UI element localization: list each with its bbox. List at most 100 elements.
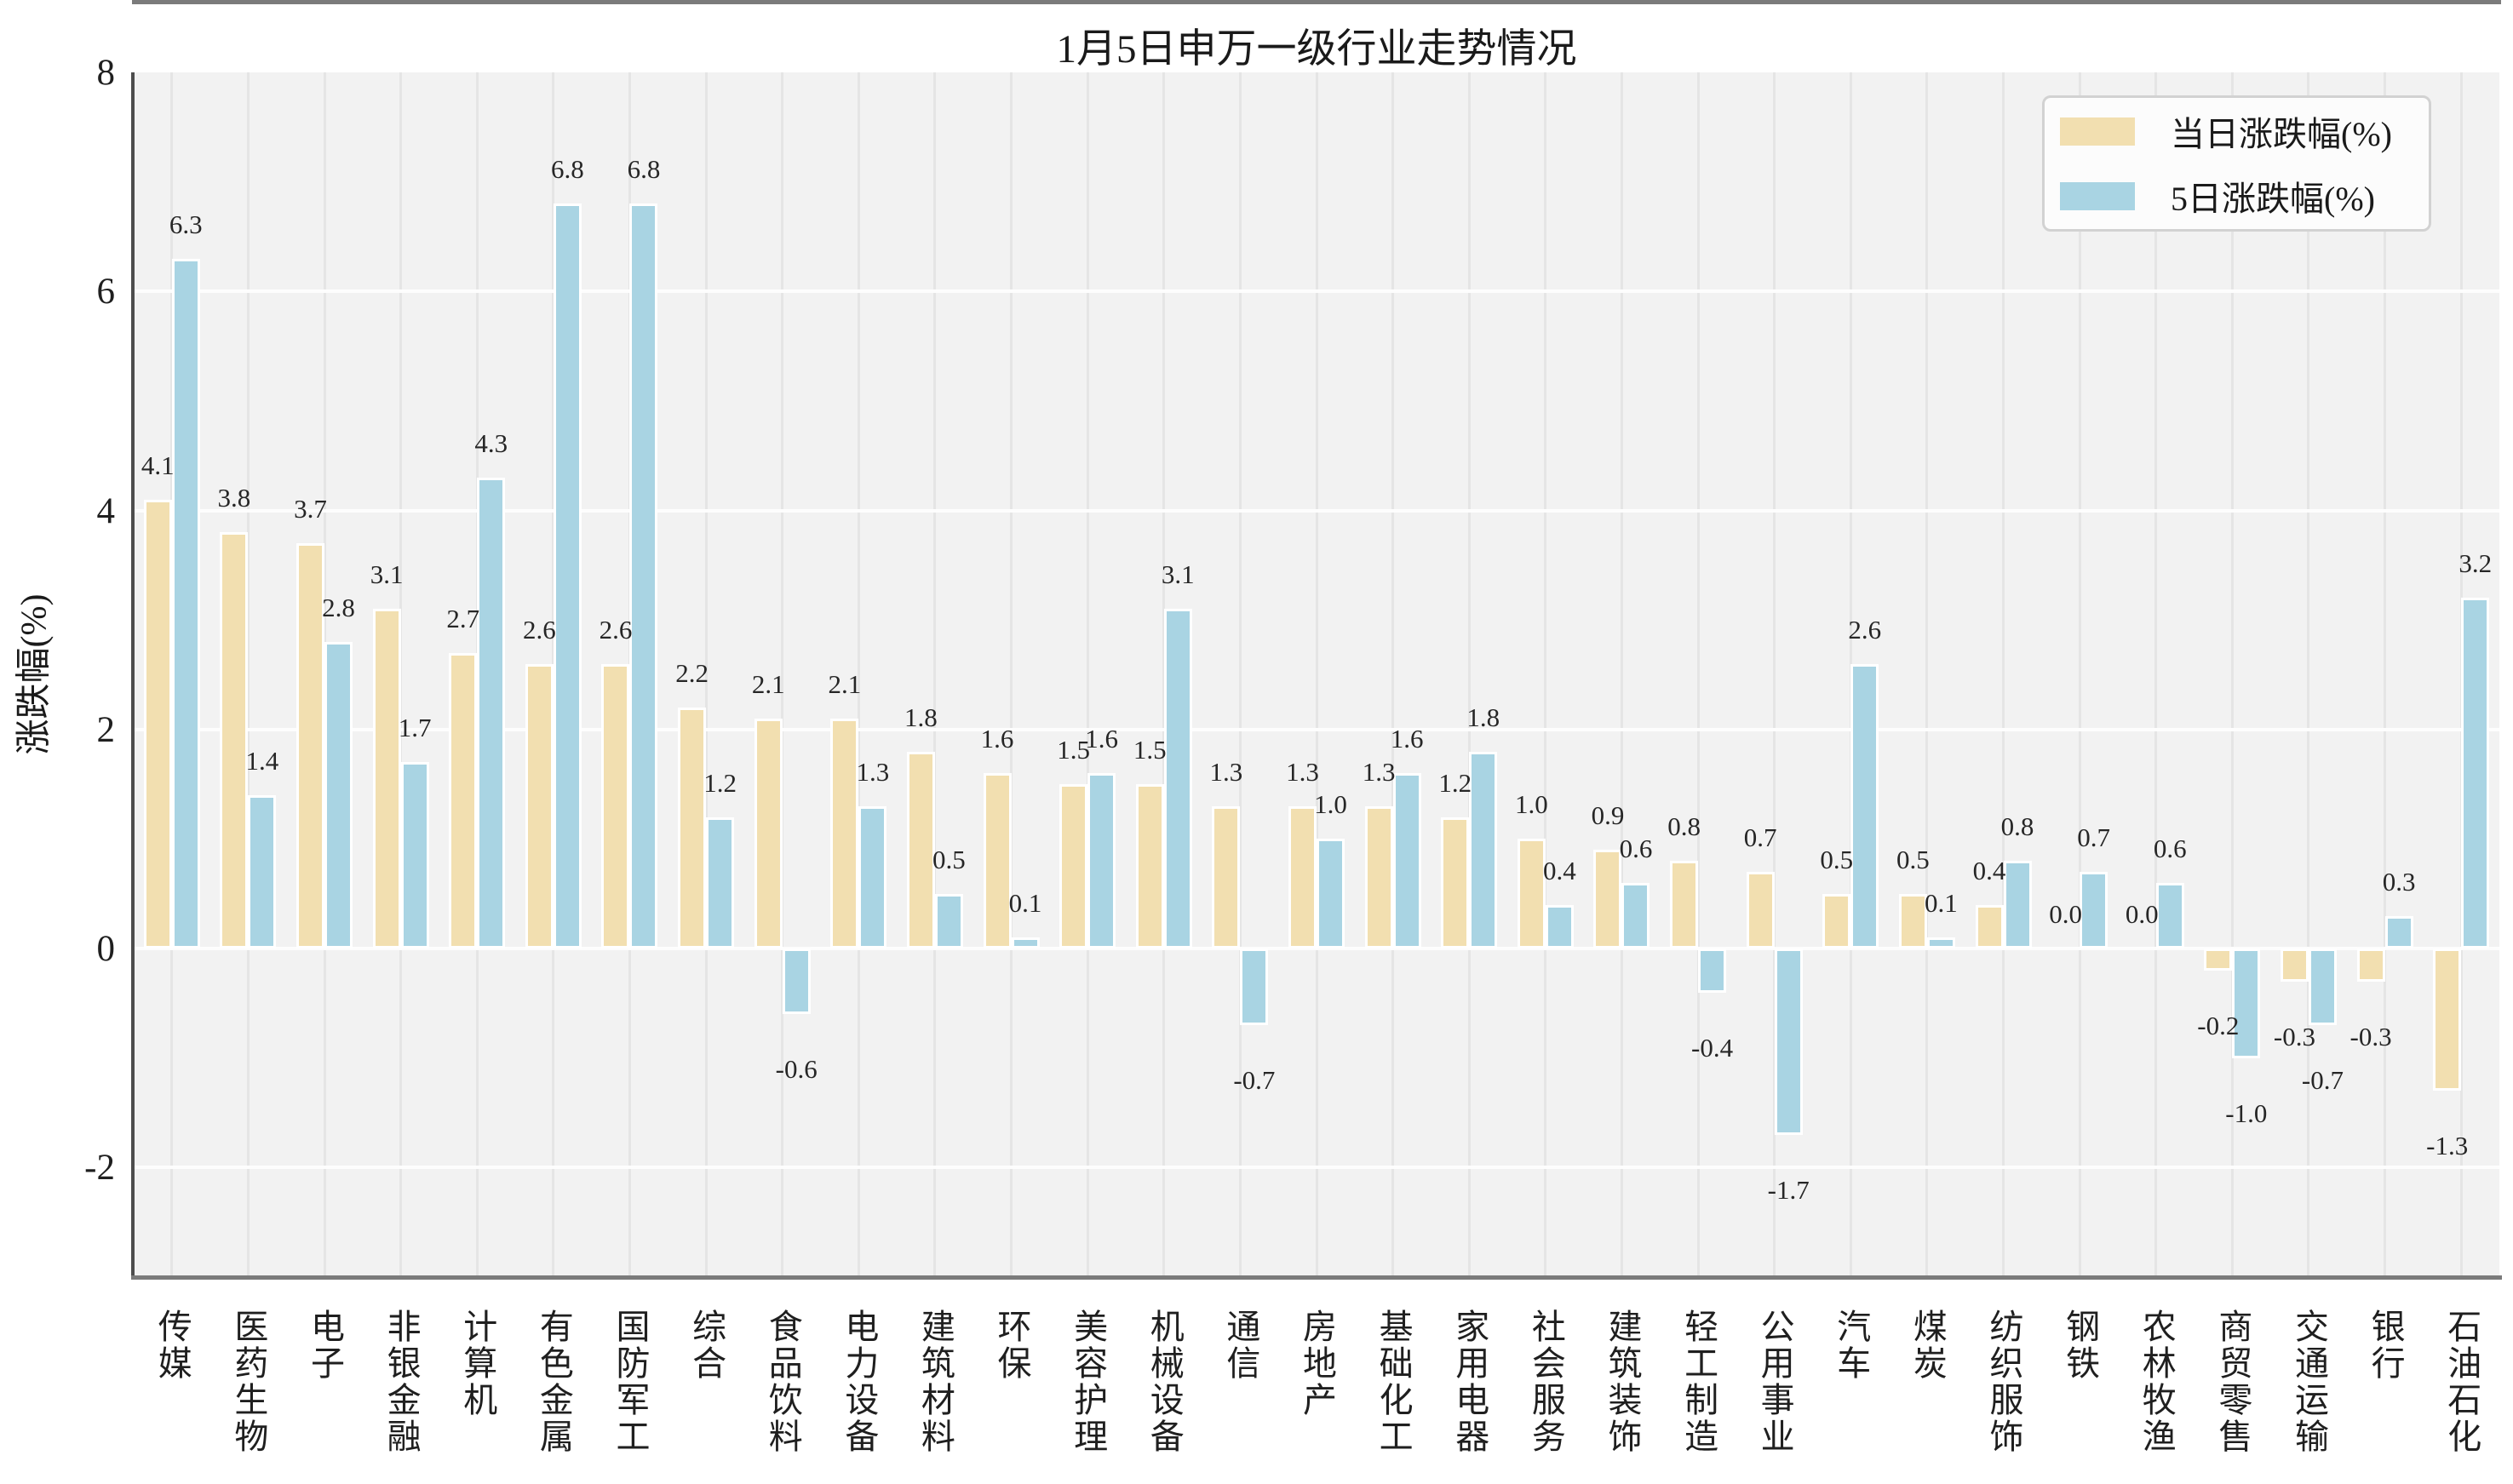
five-day-change-bar <box>1621 882 1650 949</box>
horizontal-gridline <box>134 727 2499 731</box>
x-tick-label: 轻工制造 <box>1679 1309 1718 1455</box>
bar-value-label: 3.1 <box>370 559 404 590</box>
bar-value-label: -0.4 <box>1691 1032 1734 1063</box>
five-day-change-bar <box>400 762 429 949</box>
five-day-change-bar <box>248 795 277 949</box>
daily-change-bar <box>1898 893 1927 949</box>
vertical-gridline <box>1315 72 1318 1277</box>
y-tick-label: 6 <box>96 272 116 312</box>
x-tick-label: 电子 <box>306 1309 345 1382</box>
horizontal-gridline <box>134 289 2499 294</box>
five-day-change-bar <box>1545 904 1574 949</box>
horizontal-gridline <box>134 1166 2499 1170</box>
daily-change-bar <box>983 773 1012 949</box>
legend-swatch-daily <box>2060 117 2135 146</box>
bar-value-label: 1.2 <box>703 767 737 798</box>
bar-value-label: 1.6 <box>980 724 1014 754</box>
vertical-gridline <box>2002 72 2005 1277</box>
five-day-change-bar <box>2308 948 2337 1026</box>
x-tick-label: 食品饮料 <box>763 1309 802 1455</box>
vertical-gridline <box>781 72 784 1277</box>
vertical-gridline <box>704 72 708 1277</box>
five-day-change-bar <box>477 477 506 949</box>
five-day-change-bar <box>706 816 735 949</box>
vertical-gridline <box>2230 72 2234 1277</box>
bar-value-label: 0.5 <box>932 844 966 874</box>
vertical-gridline <box>2154 72 2158 1277</box>
y-axis-spine <box>131 72 135 1280</box>
bar-value-label: 1.4 <box>245 746 279 776</box>
daily-change-bar <box>1441 816 1470 949</box>
x-tick-label: 机械设备 <box>1145 1309 1184 1455</box>
vertical-gridline <box>933 72 937 1277</box>
five-day-change-bar <box>2384 915 2413 949</box>
bar-value-label: 4.3 <box>474 427 508 458</box>
five-day-change-bar <box>858 805 887 949</box>
vertical-gridline <box>1467 72 1471 1277</box>
five-day-change-bar <box>2080 872 2109 949</box>
five-day-change-bar <box>1317 839 1345 949</box>
bar-value-label: 0.7 <box>2077 822 2110 853</box>
five-day-change-bar <box>1926 937 1955 949</box>
x-tick-label: 传媒 <box>152 1309 192 1382</box>
bar-value-label: -0.7 <box>1233 1065 1276 1096</box>
vertical-gridline <box>2384 72 2387 1277</box>
bar-value-label: 0.3 <box>2382 866 2416 897</box>
chart-title: 1月5日申万一级行业走势情况 <box>1056 27 1577 72</box>
daily-change-bar <box>1670 861 1699 949</box>
legend: 当日涨跌幅(%) 5日涨跌幅(%) <box>2042 95 2431 232</box>
bar-value-label: 0.1 <box>1925 888 1958 919</box>
bar-value-label: -0.3 <box>2349 1021 2392 1051</box>
bar-value-label: 2.1 <box>828 668 862 699</box>
bar-value-label: 1.7 <box>398 713 432 743</box>
daily-change-bar <box>296 543 325 949</box>
daily-change-bar <box>1822 893 1851 949</box>
daily-change-bar <box>372 609 401 949</box>
bar-value-label: -1.7 <box>1767 1174 1810 1205</box>
bar-value-label: 1.8 <box>1466 702 1500 732</box>
bar-value-label: 1.3 <box>856 756 890 787</box>
five-day-change-bar <box>1469 751 1498 949</box>
x-tick-label: 公用事业 <box>1755 1309 1794 1455</box>
bar-value-label: 0.4 <box>1542 855 1576 885</box>
x-tick-label: 纺织服饰 <box>1984 1309 2023 1455</box>
bar-value-label: 1.3 <box>1286 756 1319 787</box>
bar-value-label: 0.5 <box>1820 844 1854 874</box>
bar-value-label: 1.3 <box>1362 756 1396 787</box>
horizontal-gridline <box>134 947 2499 951</box>
bar-value-label: 2.1 <box>751 668 785 699</box>
y-tick-label: -2 <box>84 1148 115 1189</box>
x-tick-label: 汽车 <box>1832 1309 1871 1382</box>
bar-value-label: 2.6 <box>522 614 556 645</box>
vertical-gridline <box>246 72 250 1277</box>
bar-value-label: 0.5 <box>1896 844 1930 874</box>
bar-value-label: 0.6 <box>2153 833 2187 863</box>
bar-value-label: 2.6 <box>599 614 633 645</box>
daily-change-bar <box>220 532 249 949</box>
daily-change-bar <box>601 663 630 949</box>
bar-value-label: -0.3 <box>2273 1021 2315 1051</box>
bar-value-label: 1.0 <box>1314 789 1347 820</box>
bar-value-label: 1.8 <box>904 702 938 732</box>
five-day-change-bar <box>2461 598 2490 949</box>
x-axis-spine <box>131 1275 2502 1280</box>
bar-value-label: 1.5 <box>1057 735 1091 765</box>
bar-value-label: 3.2 <box>2458 548 2493 579</box>
five-day-change-bar <box>1087 773 1116 949</box>
y-tick-label: 0 <box>96 929 116 970</box>
five-day-change-bar <box>1163 609 1192 949</box>
y-tick-label: 2 <box>96 709 116 750</box>
bar-value-label: 2.7 <box>446 603 480 633</box>
x-tick-label: 美容护理 <box>1069 1309 1108 1455</box>
five-day-change-bar <box>1698 948 1727 993</box>
five-day-change-bar <box>171 258 200 949</box>
five-day-change-bar <box>1011 937 1040 949</box>
x-tick-label: 电力设备 <box>840 1309 879 1455</box>
bar-value-label: 3.1 <box>1161 559 1195 590</box>
bar-value-label: 0.0 <box>2125 899 2159 930</box>
daily-change-bar <box>1364 805 1393 949</box>
bar-value-label: -0.6 <box>775 1054 818 1085</box>
daily-change-bar <box>1288 805 1317 949</box>
x-tick-label: 通信 <box>1221 1309 1260 1382</box>
